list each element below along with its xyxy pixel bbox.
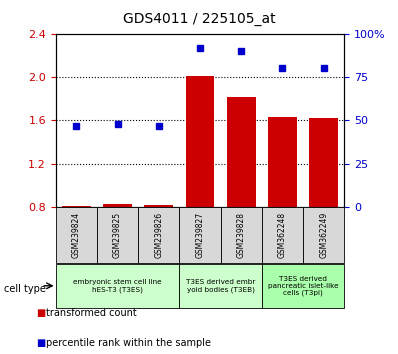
Bar (227, 97, 256, 207)
Bar (268, 117, 297, 207)
Text: T3ES derived embr
yoid bodies (T3EB): T3ES derived embr yoid bodies (T3EB) (186, 279, 255, 292)
Bar (97, 207, 138, 263)
Text: GSM239827: GSM239827 (195, 212, 205, 258)
Text: ■: ■ (36, 338, 45, 348)
Text: GSM362249: GSM362249 (319, 212, 328, 258)
Bar (262, 207, 303, 263)
Bar (144, 205, 173, 207)
Bar (56, 264, 179, 308)
Bar (185, 76, 215, 207)
Bar (309, 118, 338, 207)
Bar (179, 264, 262, 308)
Bar (303, 207, 344, 263)
Text: cell type: cell type (4, 284, 46, 293)
Text: transformed count: transformed count (46, 308, 137, 318)
Text: GSM239828: GSM239828 (237, 212, 246, 258)
Bar (103, 204, 132, 207)
Text: T3ES derived
pancreatic islet-like
cells (T3pi): T3ES derived pancreatic islet-like cells… (268, 275, 338, 296)
Text: GSM239825: GSM239825 (113, 212, 122, 258)
Text: GDS4011 / 225105_at: GDS4011 / 225105_at (123, 12, 275, 27)
Bar (262, 264, 344, 308)
Bar (179, 207, 220, 263)
Bar (62, 206, 91, 207)
Text: GSM362248: GSM362248 (278, 212, 287, 258)
Text: GSM239824: GSM239824 (72, 212, 81, 258)
Bar (56, 207, 97, 263)
Text: ■: ■ (36, 308, 45, 318)
Bar (138, 207, 179, 263)
Text: percentile rank within the sample: percentile rank within the sample (46, 338, 211, 348)
Text: embryonic stem cell line
hES-T3 (T3ES): embryonic stem cell line hES-T3 (T3ES) (73, 279, 162, 292)
Text: GSM239826: GSM239826 (154, 212, 163, 258)
Bar (220, 207, 262, 263)
